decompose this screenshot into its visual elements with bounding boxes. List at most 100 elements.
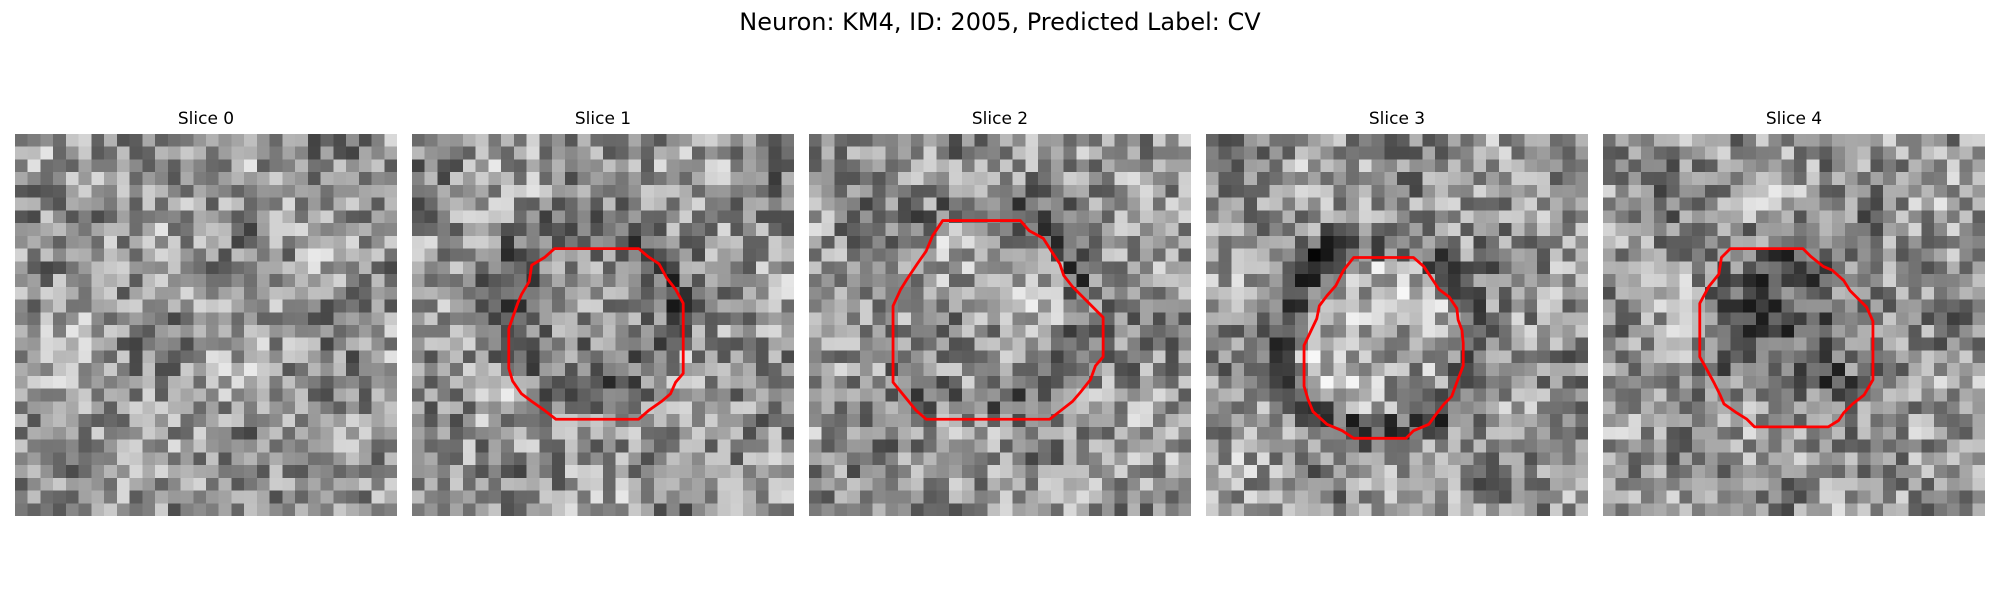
pixel bbox=[1743, 325, 1757, 338]
pixel bbox=[142, 337, 156, 351]
pixel bbox=[859, 235, 873, 249]
pixel bbox=[462, 223, 476, 237]
pixel bbox=[1755, 172, 1769, 186]
pixel bbox=[1152, 490, 1166, 504]
pixel bbox=[462, 134, 476, 147]
pixel bbox=[1076, 452, 1090, 466]
pixel bbox=[1371, 235, 1385, 249]
pixel bbox=[910, 134, 924, 147]
pixel bbox=[936, 172, 950, 186]
pixel bbox=[1870, 503, 1884, 516]
pixel bbox=[628, 197, 642, 211]
pixel bbox=[1666, 210, 1680, 224]
pixel bbox=[1562, 312, 1576, 326]
pixel bbox=[1781, 350, 1795, 364]
pixel bbox=[307, 439, 321, 453]
pixel bbox=[1152, 274, 1166, 288]
pixel bbox=[1346, 337, 1360, 351]
pixel bbox=[513, 452, 527, 466]
pixel bbox=[809, 274, 822, 288]
pixel bbox=[949, 286, 963, 300]
pixel bbox=[155, 325, 169, 338]
pixel bbox=[1371, 146, 1385, 160]
pixel bbox=[539, 465, 553, 479]
pixel bbox=[1307, 159, 1321, 173]
pixel bbox=[730, 159, 744, 173]
pixel bbox=[885, 401, 899, 415]
pixel bbox=[1063, 465, 1077, 479]
pixel bbox=[666, 172, 680, 186]
pixel bbox=[1486, 286, 1500, 300]
pixel bbox=[590, 312, 604, 326]
pixel bbox=[974, 312, 988, 326]
pixel bbox=[1114, 210, 1128, 224]
pixel bbox=[1679, 325, 1693, 338]
pixel bbox=[244, 286, 258, 300]
pixel bbox=[564, 146, 578, 160]
pixel bbox=[1679, 159, 1693, 173]
pixel bbox=[53, 452, 67, 466]
pixel bbox=[91, 261, 105, 275]
pixel bbox=[847, 490, 861, 504]
pixel bbox=[1409, 337, 1423, 351]
pixel bbox=[129, 465, 143, 479]
pixel bbox=[1857, 426, 1871, 440]
pixel bbox=[653, 426, 667, 440]
pixel bbox=[526, 248, 540, 262]
pixel bbox=[424, 172, 438, 186]
pixel bbox=[1743, 388, 1757, 402]
pixel bbox=[1959, 274, 1973, 288]
pixel bbox=[872, 414, 886, 428]
pixel bbox=[437, 223, 451, 237]
pixel bbox=[1908, 401, 1922, 415]
pixel bbox=[1256, 248, 1270, 262]
pixel bbox=[1076, 274, 1090, 288]
pixel bbox=[1806, 134, 1820, 147]
pixel bbox=[885, 134, 899, 147]
pixel bbox=[1498, 363, 1512, 377]
pixel bbox=[269, 146, 283, 160]
pixel bbox=[526, 414, 540, 428]
pixel bbox=[821, 439, 835, 453]
pixel bbox=[821, 184, 835, 198]
pixel bbox=[1012, 134, 1026, 147]
pixel bbox=[872, 337, 886, 351]
pixel bbox=[1794, 401, 1807, 415]
pixel bbox=[412, 146, 425, 160]
pixel bbox=[641, 375, 655, 389]
pixel bbox=[15, 325, 28, 338]
pixel bbox=[1447, 465, 1461, 479]
pixel bbox=[1140, 337, 1154, 351]
pixel bbox=[1498, 172, 1512, 186]
pixel bbox=[1562, 490, 1576, 504]
pixel bbox=[412, 375, 425, 389]
pixel bbox=[552, 426, 566, 440]
pixel bbox=[1575, 439, 1588, 453]
pixel bbox=[1549, 426, 1563, 440]
pixel bbox=[898, 210, 912, 224]
pixel bbox=[1743, 286, 1757, 300]
pixel bbox=[15, 235, 28, 249]
pixel bbox=[1666, 146, 1680, 160]
pixel bbox=[1063, 337, 1077, 351]
pixel bbox=[1615, 223, 1629, 237]
pixel bbox=[40, 325, 54, 338]
pixel bbox=[1256, 452, 1270, 466]
pixel bbox=[295, 299, 309, 313]
pixel bbox=[1063, 299, 1077, 313]
pixel bbox=[1666, 503, 1680, 516]
pixel bbox=[1307, 223, 1321, 237]
pixel bbox=[1256, 261, 1270, 275]
pixel bbox=[1511, 299, 1525, 313]
pixel bbox=[577, 286, 591, 300]
pixel bbox=[679, 134, 693, 147]
pixel bbox=[1819, 248, 1833, 262]
pixel bbox=[1358, 172, 1372, 186]
pixel bbox=[1603, 286, 1616, 300]
pixel bbox=[717, 465, 731, 479]
pixel bbox=[692, 134, 706, 147]
pixel bbox=[1384, 388, 1398, 402]
pixel bbox=[692, 312, 706, 326]
pixel bbox=[1666, 134, 1680, 147]
pixel bbox=[282, 375, 296, 389]
